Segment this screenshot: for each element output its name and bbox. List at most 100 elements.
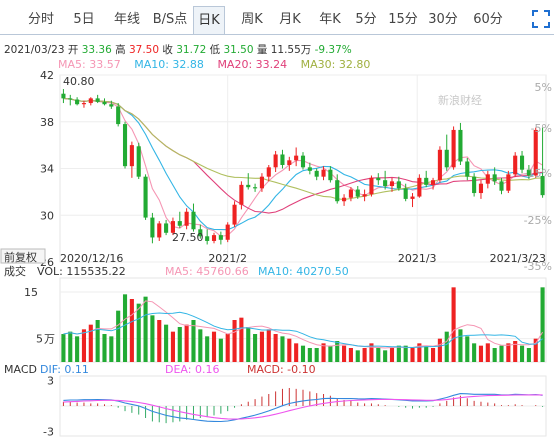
- low-marker: 27.50: [172, 231, 204, 244]
- candle: [116, 106, 121, 125]
- price-tick: 26: [40, 256, 54, 269]
- expand-icon[interactable]: [532, 10, 550, 28]
- candle: [218, 235, 223, 240]
- volume-bar: [218, 338, 223, 362]
- volume-bar: [81, 329, 87, 362]
- tab-10[interactable]: 30分: [428, 12, 458, 27]
- high-label: 高: [115, 44, 126, 56]
- volume-bar: [348, 348, 353, 362]
- volume-bar: [191, 320, 196, 362]
- candle: [314, 170, 319, 177]
- ma10-line: [63, 97, 543, 231]
- vol-value: 11.55万: [270, 44, 312, 56]
- candle: [246, 184, 251, 188]
- ma30-label: MA30: 32.80: [300, 58, 371, 71]
- tab-1[interactable]: 5日: [73, 12, 95, 27]
- tab-2[interactable]: 年线: [113, 12, 140, 27]
- candle: [225, 224, 230, 240]
- tab-3[interactable]: B/S点: [152, 12, 188, 27]
- candle: [348, 189, 353, 198]
- volume-bar: [102, 334, 107, 362]
- volume-bar: [472, 343, 477, 362]
- pct-tick: -15%: [524, 167, 552, 180]
- macd-dea: DEA: 0.16: [165, 363, 219, 376]
- candle: [424, 177, 429, 185]
- volume-bar: [492, 348, 497, 362]
- volume-bar: [122, 294, 128, 362]
- candle: [102, 101, 107, 105]
- vol-ma5: MA5: 45760.66: [165, 265, 249, 278]
- price-tick: 42: [40, 69, 54, 82]
- volume-bar: [431, 348, 436, 362]
- fq-button[interactable]: 前复权: [4, 250, 37, 264]
- candle: [369, 177, 374, 195]
- ma30-line: [63, 97, 543, 201]
- candle: [177, 221, 182, 226]
- macd-title: MACD: [4, 363, 37, 376]
- tab-11[interactable]: 60分: [473, 12, 503, 27]
- candle: [68, 98, 73, 100]
- candle: [143, 176, 148, 218]
- change-value: -9.37%: [314, 44, 352, 56]
- volume-bar: [485, 343, 490, 362]
- candle: [253, 187, 258, 189]
- vol-label: 量: [256, 44, 268, 56]
- volume-bar: [177, 327, 182, 362]
- candle: [519, 155, 525, 170]
- price-tick: 38: [40, 116, 54, 129]
- volume-bar: [389, 348, 395, 362]
- volume-bar: [61, 334, 66, 362]
- candle: [266, 167, 271, 177]
- close-label: 收: [162, 44, 173, 56]
- candle: [150, 217, 155, 238]
- volume-bar: [205, 336, 210, 362]
- close-value: 31.72: [176, 44, 207, 56]
- volume-bar: [533, 338, 538, 362]
- candle: [273, 154, 278, 168]
- low-value: 31.50: [223, 44, 254, 56]
- candle: [389, 181, 395, 187]
- pct-tick: -5%: [531, 122, 552, 135]
- volume-bar: [95, 320, 100, 362]
- tab-8[interactable]: 5分: [355, 12, 377, 27]
- quote-line: 2021/03/23 开 33.36 高 37.50 收 31.72 低 31.…: [4, 42, 352, 57]
- volume-bar: [68, 331, 73, 362]
- macd-dif: DIF: 0.11: [40, 363, 89, 376]
- volume-bar: [232, 320, 237, 362]
- tab-0[interactable]: 分时: [27, 12, 54, 27]
- low-label: 低: [209, 44, 221, 56]
- volume-bar: [198, 329, 203, 362]
- volume-bar: [143, 296, 148, 362]
- candle: [81, 103, 87, 105]
- volume-bar: [321, 343, 326, 362]
- candle: [300, 155, 306, 168]
- tab-4[interactable]: 日K: [193, 6, 225, 35]
- volume-bar: [314, 348, 319, 362]
- volume-bar: [540, 287, 545, 362]
- candle: [191, 211, 196, 230]
- volume-bar: [150, 315, 155, 362]
- volume-frame: [59, 277, 547, 363]
- volume-bar: [451, 287, 456, 362]
- volume-bar: [526, 348, 531, 362]
- volume-bar: [369, 343, 374, 362]
- watermark: 新浪财经: [438, 93, 482, 107]
- volume-bar: [184, 324, 189, 362]
- period-tabs: 分时 5日 年线 B/S点 日K 周K 月K 年K 5分 15分 30分 60分: [0, 0, 554, 38]
- quote-date: 2021/03/23: [4, 44, 65, 56]
- candle: [211, 235, 217, 241]
- candle: [396, 181, 401, 189]
- candle: [410, 196, 415, 199]
- volume-bar: [513, 341, 518, 362]
- candle: [136, 146, 141, 177]
- high-value: 37.50: [128, 44, 160, 56]
- volume-bar: [273, 334, 278, 362]
- volume-bar: [88, 324, 93, 362]
- candle: [451, 129, 456, 168]
- tab-5[interactable]: 周K: [241, 12, 263, 27]
- tab-9[interactable]: 15分: [388, 12, 418, 27]
- tab-7[interactable]: 年K: [319, 12, 341, 27]
- volume-bar: [478, 345, 484, 362]
- macd-tick-top: 3: [47, 374, 54, 387]
- tab-6[interactable]: 月K: [279, 12, 301, 27]
